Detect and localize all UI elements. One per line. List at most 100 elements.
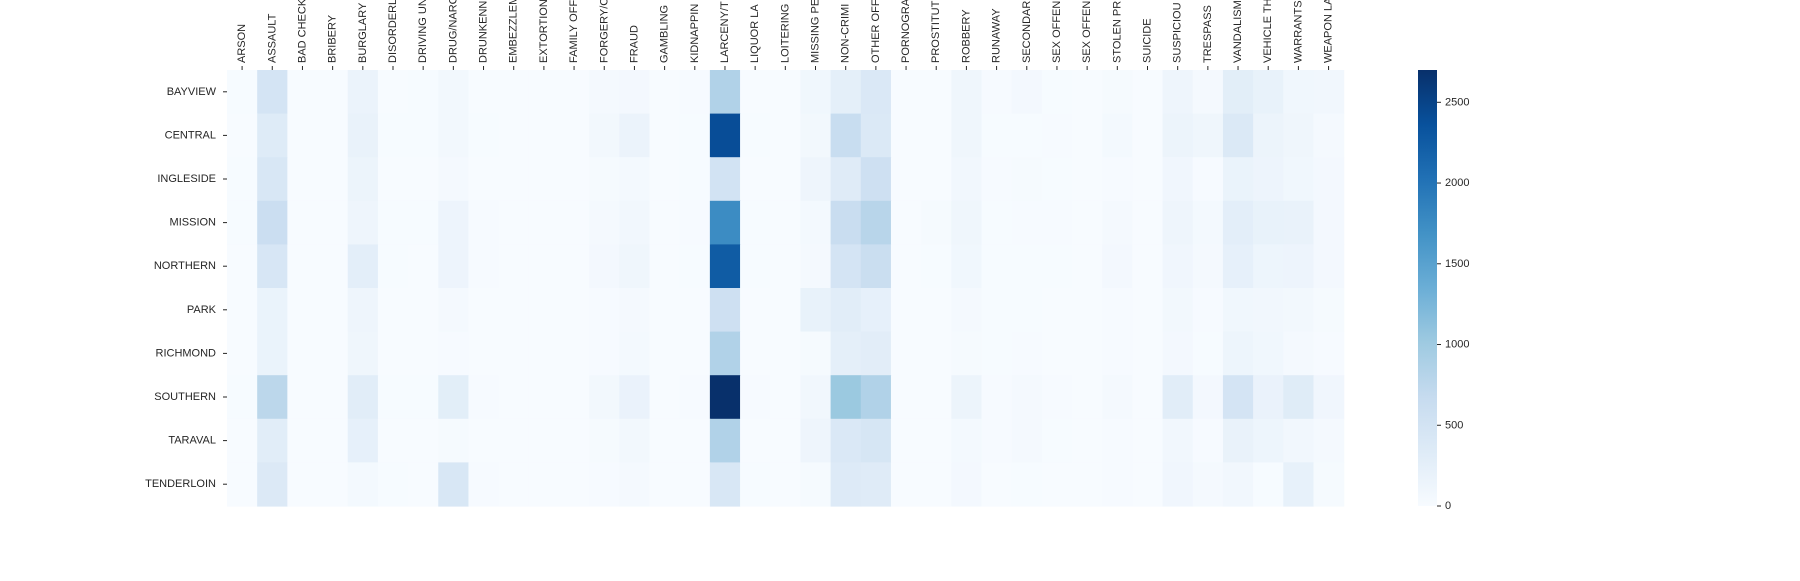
heatmap-cell bbox=[589, 157, 620, 202]
heatmap-cell bbox=[770, 375, 802, 420]
x-tick-label: SUICIDE bbox=[1141, 18, 1153, 63]
heatmap-cell bbox=[890, 70, 922, 115]
heatmap-cell bbox=[679, 113, 711, 158]
heatmap-cell bbox=[227, 70, 258, 115]
heatmap-cell bbox=[1222, 418, 1254, 463]
heatmap-cell bbox=[770, 200, 802, 245]
heatmap-cell bbox=[408, 113, 439, 158]
heatmap-cell bbox=[589, 113, 620, 158]
heatmap-cell bbox=[227, 288, 258, 333]
heatmap-cell bbox=[649, 157, 681, 202]
heatmap-cell bbox=[377, 200, 409, 245]
heatmap-cell bbox=[347, 157, 379, 202]
heatmap-cell bbox=[1011, 288, 1043, 333]
heatmap-cell bbox=[1283, 244, 1315, 289]
x-tick-label: LIQUOR LA bbox=[749, 4, 761, 63]
heatmap-cell bbox=[800, 331, 832, 376]
heatmap-cell bbox=[227, 244, 258, 289]
heatmap-cell bbox=[1283, 200, 1315, 245]
heatmap-cell bbox=[800, 200, 832, 245]
heatmap-cell bbox=[619, 331, 651, 376]
heatmap-cell bbox=[1072, 418, 1103, 463]
heatmap-cell bbox=[317, 375, 349, 420]
x-tick-label: DRIVING UN bbox=[417, 0, 429, 63]
heatmap-cell bbox=[830, 462, 862, 507]
heatmap-cell bbox=[1132, 462, 1164, 507]
heatmap-cell bbox=[468, 244, 500, 289]
heatmap-cell bbox=[347, 418, 379, 463]
heatmap-cell bbox=[679, 157, 711, 202]
y-tick-label: NORTHERN bbox=[154, 260, 216, 272]
heatmap-cell bbox=[1222, 331, 1254, 376]
heatmap-cell bbox=[1253, 70, 1284, 115]
heatmap-cell bbox=[740, 70, 771, 115]
heatmap-cell bbox=[709, 113, 741, 158]
heatmap-cell bbox=[377, 70, 409, 115]
heatmap-cell bbox=[830, 157, 862, 202]
x-tick-label: DISORDERL bbox=[387, 0, 399, 63]
heatmap-cell bbox=[1313, 200, 1345, 245]
y-tick-label: SOUTHERN bbox=[154, 391, 216, 403]
heatmap-cell bbox=[528, 70, 560, 115]
heatmap-cell bbox=[438, 157, 470, 202]
heatmap-cell bbox=[1011, 375, 1043, 420]
heatmap-cell bbox=[1222, 244, 1254, 289]
heatmap-cell bbox=[468, 331, 500, 376]
heatmap-cell bbox=[921, 462, 952, 507]
heatmap-cell bbox=[558, 70, 590, 115]
heatmap-cell bbox=[1072, 462, 1103, 507]
x-tick-label: PROSTITUT bbox=[930, 0, 942, 63]
heatmap-cell bbox=[709, 70, 741, 115]
heatmap-cell bbox=[830, 418, 862, 463]
x-tick-label: SECONDAR bbox=[1021, 1, 1033, 63]
heatmap-cell bbox=[1102, 157, 1133, 202]
heatmap-cell bbox=[1011, 200, 1043, 245]
heatmap-cell bbox=[1011, 244, 1043, 289]
heatmap-cell bbox=[649, 200, 681, 245]
heatmap-cell bbox=[951, 288, 983, 333]
heatmap-cell bbox=[468, 70, 500, 115]
heatmap-cell bbox=[528, 113, 560, 158]
heatmap-cell bbox=[1253, 244, 1284, 289]
heatmap-cell bbox=[1072, 375, 1103, 420]
heatmap-cell bbox=[830, 113, 862, 158]
x-tick-label: STOLEN PR bbox=[1111, 1, 1123, 63]
colorbar-tick-label: 2500 bbox=[1445, 96, 1469, 108]
heatmap-cell bbox=[1041, 462, 1073, 507]
heatmap-cell bbox=[740, 462, 771, 507]
heatmap-cell bbox=[1313, 288, 1345, 333]
heatmap-cell bbox=[860, 113, 892, 158]
heatmap-cell bbox=[1192, 244, 1224, 289]
heatmap-cell bbox=[1253, 462, 1284, 507]
x-tick-label: ASSAULT bbox=[266, 13, 278, 63]
heatmap-cell bbox=[438, 200, 470, 245]
heatmap-cell bbox=[740, 288, 771, 333]
heatmap-cell bbox=[951, 418, 983, 463]
heatmap-cell bbox=[1222, 113, 1254, 158]
heatmap-cell bbox=[1041, 113, 1073, 158]
heatmap-cell bbox=[619, 244, 651, 289]
heatmap-cell bbox=[287, 113, 319, 158]
heatmap-cell bbox=[800, 375, 832, 420]
heatmap-cell bbox=[1162, 331, 1194, 376]
heatmap-cell bbox=[921, 70, 952, 115]
heatmap-cell bbox=[528, 375, 560, 420]
heatmap-cell bbox=[257, 418, 288, 463]
heatmap-cell bbox=[1072, 113, 1103, 158]
heatmap-cell bbox=[830, 70, 862, 115]
y-tick-label: INGLESIDE bbox=[157, 173, 216, 185]
heatmap-cell bbox=[860, 288, 892, 333]
heatmap-cell bbox=[1313, 113, 1345, 158]
heatmap-cell bbox=[408, 157, 439, 202]
heatmap-cell bbox=[770, 157, 802, 202]
heatmap-cell bbox=[257, 113, 288, 158]
x-tick-label: EMBEZZLEM bbox=[508, 0, 520, 63]
heatmap-cell bbox=[1222, 375, 1254, 420]
heatmap-cell bbox=[317, 331, 349, 376]
x-tick-label: SEX OFFEN bbox=[1051, 1, 1063, 63]
y-tick-label: CENTRAL bbox=[165, 129, 216, 141]
y-tick-label: TARAVAL bbox=[168, 435, 216, 447]
heatmap-cell bbox=[890, 462, 922, 507]
heatmap-cell bbox=[1192, 375, 1224, 420]
